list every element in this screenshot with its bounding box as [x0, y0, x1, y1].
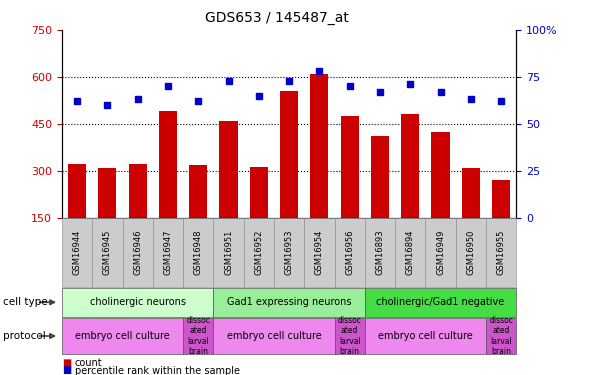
Bar: [219, 121, 238, 218]
Text: GSM16947: GSM16947: [163, 230, 172, 275]
Text: GSM16944: GSM16944: [73, 230, 81, 275]
Text: dissoc
ated
larval
brain: dissoc ated larval brain: [186, 316, 210, 356]
Bar: [401, 114, 419, 218]
Bar: [462, 168, 480, 217]
Bar: [129, 164, 147, 218]
Text: protocol: protocol: [3, 331, 45, 341]
Text: embryo cell culture: embryo cell culture: [378, 331, 473, 341]
Text: cholinergic/Gad1 negative: cholinergic/Gad1 negative: [376, 297, 504, 307]
Text: GSM16893: GSM16893: [375, 230, 385, 275]
Text: cell type: cell type: [3, 297, 48, 307]
Text: percentile rank within the sample: percentile rank within the sample: [75, 366, 240, 375]
Text: GSM16951: GSM16951: [224, 230, 233, 275]
Text: GSM16952: GSM16952: [254, 230, 263, 275]
Text: dissoc
ated
larval
brain: dissoc ated larval brain: [489, 316, 513, 356]
Text: embryo cell culture: embryo cell culture: [75, 331, 170, 341]
Bar: [99, 168, 116, 217]
Bar: [371, 136, 389, 218]
Text: GSM16894: GSM16894: [406, 230, 415, 275]
Bar: [340, 116, 359, 218]
Bar: [68, 164, 86, 218]
Text: GSM16955: GSM16955: [497, 230, 506, 275]
Bar: [189, 165, 207, 218]
Text: GSM16949: GSM16949: [436, 230, 445, 275]
Text: count: count: [75, 358, 103, 368]
Text: GDS653 / 145487_at: GDS653 / 145487_at: [205, 11, 349, 25]
Bar: [250, 166, 268, 218]
Text: GSM16954: GSM16954: [315, 230, 324, 275]
Text: GSM16946: GSM16946: [133, 230, 142, 275]
Text: ■: ■: [62, 358, 71, 368]
Text: ■: ■: [62, 366, 71, 375]
Bar: [492, 180, 510, 218]
Text: dissoc
ated
larval
brain: dissoc ated larval brain: [337, 316, 362, 356]
Text: GSM16948: GSM16948: [194, 230, 203, 275]
Text: cholinergic neurons: cholinergic neurons: [90, 297, 186, 307]
Text: GSM16953: GSM16953: [284, 230, 294, 275]
Bar: [431, 132, 450, 218]
Text: GSM16950: GSM16950: [466, 230, 476, 275]
Text: GSM16945: GSM16945: [103, 230, 112, 275]
Text: Gad1 expressing neurons: Gad1 expressing neurons: [227, 297, 352, 307]
Text: embryo cell culture: embryo cell culture: [227, 331, 322, 341]
Bar: [280, 91, 298, 218]
Bar: [310, 74, 329, 217]
Text: GSM16956: GSM16956: [345, 230, 354, 275]
Bar: [159, 111, 177, 218]
